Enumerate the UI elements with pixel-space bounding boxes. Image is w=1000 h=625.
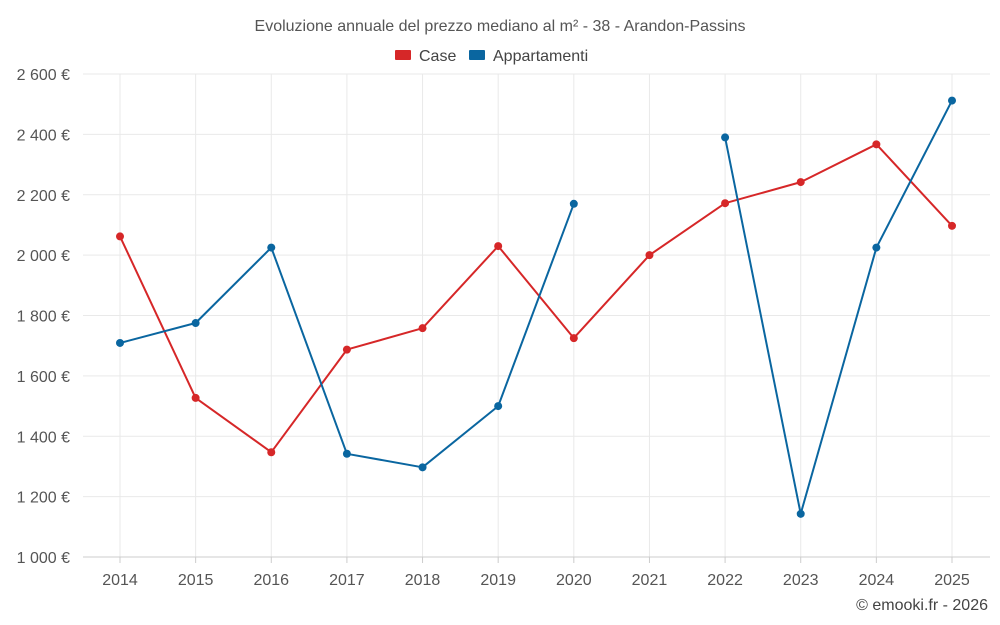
data-point-case[interactable] bbox=[418, 324, 427, 333]
x-tick-label: 2017 bbox=[329, 572, 365, 589]
data-point-appartamenti[interactable] bbox=[721, 133, 730, 142]
data-point-case[interactable] bbox=[191, 393, 200, 402]
series-line-appartamenti bbox=[724, 100, 953, 515]
series-case bbox=[116, 140, 956, 457]
y-tick-label: 1 200 € bbox=[17, 490, 70, 507]
data-point-appartamenti[interactable] bbox=[872, 243, 881, 252]
legend: Case Appartamenti bbox=[395, 48, 588, 65]
y-tick-label: 1 800 € bbox=[17, 309, 70, 326]
data-point-appartamenti[interactable] bbox=[569, 199, 578, 208]
data-point-case[interactable] bbox=[342, 345, 351, 354]
x-tick-label: 2021 bbox=[632, 572, 668, 589]
axes: 1 000 € 1 200 € 1 400 € 1 600 € 1 800 € 2 000… bbox=[17, 67, 990, 589]
series bbox=[116, 96, 956, 518]
data-point-appartamenti[interactable] bbox=[116, 338, 124, 347]
series-line-case bbox=[119, 143, 953, 454]
y-tick-label: 1 000 € bbox=[17, 550, 70, 567]
data-point-case[interactable] bbox=[569, 334, 578, 343]
credit: © emooki.fr - 2026 bbox=[856, 597, 988, 614]
y-tick-label: 1 600 € bbox=[17, 369, 70, 386]
y-tick-label: 1 400 € bbox=[17, 429, 70, 446]
data-point-appartamenti[interactable] bbox=[342, 449, 351, 458]
legend-label-appartamenti: Appartamenti bbox=[493, 48, 588, 65]
legend-item-appartamenti[interactable]: Appartamenti bbox=[469, 48, 588, 65]
data-point-appartamenti[interactable] bbox=[267, 243, 276, 252]
x-tick-label: 2024 bbox=[859, 572, 895, 589]
chart-title: Evoluzione annuale del prezzo mediano al… bbox=[255, 18, 746, 35]
y-tick-label: 2 200 € bbox=[17, 188, 70, 205]
x-tick-label: 2020 bbox=[556, 572, 592, 589]
data-point-appartamenti[interactable] bbox=[418, 463, 427, 472]
x-tick-label: 2025 bbox=[934, 572, 970, 589]
x-tick-label: 2023 bbox=[783, 572, 819, 589]
data-point-case[interactable] bbox=[645, 251, 654, 260]
x-tick-label: 2016 bbox=[253, 572, 289, 589]
series-appartamenti bbox=[116, 96, 956, 518]
data-point-case[interactable] bbox=[872, 140, 881, 149]
data-point-appartamenti[interactable] bbox=[191, 319, 200, 328]
data-point-case[interactable] bbox=[796, 178, 805, 187]
data-point-appartamenti[interactable] bbox=[948, 96, 956, 105]
x-tick-label: 2019 bbox=[480, 572, 516, 589]
x-tick-label: 2014 bbox=[102, 572, 138, 589]
data-point-appartamenti[interactable] bbox=[494, 402, 503, 411]
x-tick-label: 2018 bbox=[405, 572, 441, 589]
grid bbox=[83, 73, 990, 558]
data-point-case[interactable] bbox=[267, 448, 276, 457]
data-point-case[interactable] bbox=[494, 242, 503, 251]
legend-swatch-case bbox=[395, 50, 411, 60]
y-tick-label: 2 000 € bbox=[17, 248, 70, 265]
data-point-case[interactable] bbox=[116, 232, 124, 241]
data-point-case[interactable] bbox=[948, 221, 956, 230]
data-point-appartamenti[interactable] bbox=[796, 509, 805, 518]
y-tick-label: 2 400 € bbox=[17, 127, 70, 144]
legend-item-case[interactable]: Case bbox=[395, 48, 456, 65]
y-tick-label: 2 600 € bbox=[17, 67, 70, 84]
data-point-case[interactable] bbox=[721, 199, 730, 208]
x-tick-label: 2015 bbox=[178, 572, 214, 589]
legend-label-case: Case bbox=[419, 48, 456, 65]
x-tick-label: 2022 bbox=[707, 572, 743, 589]
legend-swatch-appartamenti bbox=[469, 50, 485, 60]
